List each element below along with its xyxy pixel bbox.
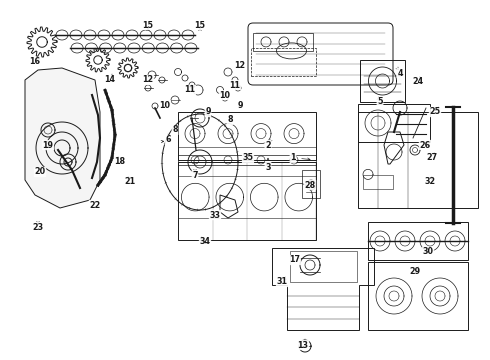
Bar bbox=[178, 155, 316, 165]
Ellipse shape bbox=[70, 30, 82, 40]
Text: 8: 8 bbox=[172, 126, 178, 135]
Ellipse shape bbox=[142, 43, 154, 53]
Text: 9: 9 bbox=[205, 108, 211, 117]
Ellipse shape bbox=[56, 30, 68, 40]
Bar bbox=[251, 48, 316, 76]
Text: 9: 9 bbox=[237, 100, 243, 109]
Bar bbox=[358, 104, 430, 142]
Text: 17: 17 bbox=[290, 256, 300, 265]
Text: 34: 34 bbox=[199, 238, 211, 247]
Text: 27: 27 bbox=[426, 153, 438, 162]
Text: 11: 11 bbox=[185, 85, 196, 94]
Ellipse shape bbox=[276, 43, 307, 59]
Text: 31: 31 bbox=[276, 278, 288, 287]
Text: 24: 24 bbox=[413, 77, 423, 86]
Text: 12: 12 bbox=[143, 76, 153, 85]
Bar bbox=[291, 251, 357, 283]
Ellipse shape bbox=[154, 30, 166, 40]
Text: 15: 15 bbox=[143, 21, 153, 30]
Text: 5: 5 bbox=[377, 98, 383, 107]
Text: 20: 20 bbox=[34, 167, 46, 176]
Ellipse shape bbox=[99, 43, 112, 53]
Text: 33: 33 bbox=[210, 211, 220, 220]
Text: 7: 7 bbox=[192, 171, 198, 180]
Text: 3: 3 bbox=[265, 162, 271, 171]
Ellipse shape bbox=[71, 43, 83, 53]
Ellipse shape bbox=[112, 30, 124, 40]
Bar bbox=[253, 33, 313, 51]
Text: 13: 13 bbox=[297, 341, 309, 350]
Bar bbox=[363, 175, 393, 189]
Text: 28: 28 bbox=[304, 180, 316, 189]
Ellipse shape bbox=[84, 30, 96, 40]
Text: 10: 10 bbox=[220, 90, 230, 99]
Text: 2: 2 bbox=[265, 140, 271, 149]
Text: 35: 35 bbox=[243, 153, 253, 162]
Bar bbox=[368, 222, 468, 260]
Bar bbox=[178, 162, 316, 240]
Bar bbox=[360, 60, 405, 102]
Ellipse shape bbox=[126, 30, 138, 40]
Bar bbox=[368, 262, 468, 330]
Ellipse shape bbox=[185, 43, 197, 53]
Ellipse shape bbox=[171, 43, 183, 53]
Text: 8: 8 bbox=[227, 116, 233, 125]
Ellipse shape bbox=[114, 43, 126, 53]
Text: 16: 16 bbox=[29, 58, 41, 67]
Text: 6: 6 bbox=[165, 135, 171, 144]
Text: 22: 22 bbox=[89, 201, 100, 210]
Ellipse shape bbox=[128, 43, 140, 53]
Text: 30: 30 bbox=[422, 248, 434, 256]
Text: 14: 14 bbox=[104, 76, 116, 85]
Text: 15: 15 bbox=[195, 21, 205, 30]
Ellipse shape bbox=[98, 30, 110, 40]
Text: 32: 32 bbox=[424, 177, 436, 186]
Bar bbox=[358, 112, 478, 208]
Ellipse shape bbox=[156, 43, 169, 53]
Text: 10: 10 bbox=[160, 100, 171, 109]
Bar bbox=[42, 128, 54, 138]
Ellipse shape bbox=[140, 30, 152, 40]
Ellipse shape bbox=[182, 30, 194, 40]
Text: 19: 19 bbox=[43, 140, 53, 149]
Polygon shape bbox=[25, 68, 100, 208]
Text: 26: 26 bbox=[419, 140, 431, 149]
Text: 18: 18 bbox=[115, 158, 125, 166]
Bar bbox=[302, 170, 320, 198]
Bar bbox=[178, 112, 316, 160]
Text: 11: 11 bbox=[229, 81, 241, 90]
Ellipse shape bbox=[168, 30, 180, 40]
Text: 1: 1 bbox=[290, 153, 296, 162]
Text: 29: 29 bbox=[410, 267, 420, 276]
Ellipse shape bbox=[85, 43, 98, 53]
Text: 4: 4 bbox=[397, 68, 403, 77]
Text: 23: 23 bbox=[32, 222, 44, 231]
Text: 25: 25 bbox=[429, 108, 441, 117]
Text: 12: 12 bbox=[234, 60, 245, 69]
Text: 21: 21 bbox=[124, 177, 136, 186]
